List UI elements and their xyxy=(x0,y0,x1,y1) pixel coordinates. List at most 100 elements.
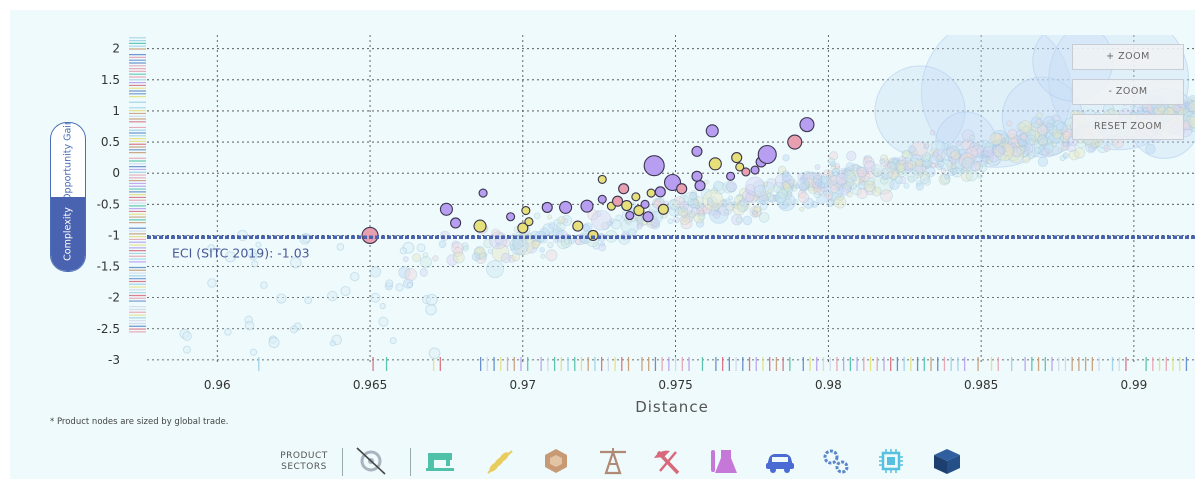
bg-node xyxy=(1043,135,1064,156)
bg-node xyxy=(951,161,964,174)
bg-node xyxy=(761,195,768,202)
services-icon[interactable] xyxy=(354,446,388,476)
bg-node xyxy=(693,201,701,209)
product-node[interactable] xyxy=(694,180,706,192)
product-node[interactable] xyxy=(654,186,666,198)
product-node[interactable] xyxy=(691,145,703,157)
textiles-icon[interactable] xyxy=(424,446,458,476)
bg-node xyxy=(1021,150,1028,157)
product-node[interactable] xyxy=(618,183,630,195)
product-node[interactable] xyxy=(478,188,488,198)
vehicles-icon[interactable] xyxy=(763,446,797,476)
bg-node xyxy=(909,157,920,168)
bg-node xyxy=(929,154,939,164)
metals-icon[interactable] xyxy=(650,446,684,476)
bg-node xyxy=(1018,146,1030,158)
bg-node xyxy=(1008,150,1020,162)
reset-zoom-button[interactable]: RESET ZOOM xyxy=(1072,114,1184,140)
bg-node xyxy=(922,158,931,168)
product-node[interactable] xyxy=(726,171,736,181)
complexity-option[interactable]: Complexity xyxy=(51,197,85,271)
product-node[interactable] xyxy=(559,200,573,214)
bg-node xyxy=(512,233,535,256)
bg-node xyxy=(783,178,795,190)
product-node[interactable] xyxy=(473,219,487,233)
product-node[interactable] xyxy=(450,217,462,229)
bg-node xyxy=(1188,120,1195,132)
bg-node xyxy=(983,145,995,157)
product-node[interactable] xyxy=(361,226,379,244)
product-node[interactable] xyxy=(799,117,815,133)
product-node[interactable] xyxy=(611,195,624,207)
product-node[interactable] xyxy=(633,204,645,217)
product-node[interactable] xyxy=(735,162,745,172)
product-node[interactable] xyxy=(731,152,743,164)
product-node[interactable] xyxy=(757,144,777,165)
product-node[interactable] xyxy=(621,199,633,212)
zoom-out-button[interactable]: - ZOOM xyxy=(1072,79,1184,105)
stone-icon[interactable] xyxy=(539,446,573,476)
bg-node xyxy=(461,242,469,250)
opportunity-gain-option[interactable]: Opportunity Gain xyxy=(62,122,74,201)
bg-node xyxy=(553,238,559,244)
bg-node xyxy=(698,209,705,217)
product-node[interactable] xyxy=(521,205,531,216)
bg-node xyxy=(1019,126,1032,139)
bg-node xyxy=(871,186,882,197)
product-node[interactable] xyxy=(541,201,553,213)
bg-node xyxy=(724,209,730,215)
bg-node xyxy=(940,167,947,174)
bg-node xyxy=(370,292,381,303)
product-node[interactable] xyxy=(631,192,641,202)
product-node[interactable] xyxy=(580,199,594,213)
product-node[interactable] xyxy=(524,217,534,227)
bg-node xyxy=(249,348,258,356)
product-node[interactable] xyxy=(643,155,665,177)
machinery-icon[interactable] xyxy=(819,446,853,476)
product-node[interactable] xyxy=(663,173,682,192)
product-node[interactable] xyxy=(691,170,703,182)
product-node[interactable] xyxy=(787,134,803,150)
product-node[interactable] xyxy=(597,194,607,204)
bg-node xyxy=(993,139,1004,150)
bg-node xyxy=(896,165,907,176)
bg-node xyxy=(425,293,438,306)
zoom-in-button[interactable]: + ZOOM xyxy=(1072,44,1184,70)
product-node[interactable] xyxy=(705,124,719,138)
bg-node xyxy=(997,143,1009,154)
product-node[interactable] xyxy=(597,174,607,184)
product-node[interactable] xyxy=(657,203,669,215)
bg-node xyxy=(830,164,836,170)
electronics-icon[interactable] xyxy=(874,446,908,476)
product-node[interactable] xyxy=(708,157,722,171)
agriculture-icon[interactable] xyxy=(484,446,518,476)
bg-node xyxy=(908,145,917,154)
bg-node xyxy=(1035,118,1042,125)
product-node[interactable] xyxy=(750,165,760,175)
product-node[interactable] xyxy=(587,229,599,241)
product-node[interactable] xyxy=(625,210,635,221)
product-node[interactable] xyxy=(517,222,529,234)
product-node[interactable] xyxy=(741,167,751,177)
minerals-icon[interactable] xyxy=(596,446,630,476)
bg-node xyxy=(395,283,404,292)
bg-node xyxy=(758,191,769,202)
product-node[interactable] xyxy=(572,220,584,232)
product-node[interactable] xyxy=(439,202,453,216)
y-axis-toggle[interactable]: Opportunity Gain Complexity xyxy=(50,122,86,272)
bg-node xyxy=(856,166,862,171)
product-node[interactable] xyxy=(676,183,688,195)
product-node[interactable] xyxy=(506,212,516,222)
bg-node xyxy=(791,185,798,192)
bg-node xyxy=(777,165,787,175)
y-tick-label: -2 xyxy=(108,291,120,305)
highlighted-product-nodes[interactable] xyxy=(361,117,815,244)
product-node[interactable] xyxy=(640,199,650,209)
product-node[interactable] xyxy=(646,188,656,198)
chemicals-icon[interactable] xyxy=(706,446,740,476)
product-node[interactable] xyxy=(642,211,654,223)
other-icon[interactable] xyxy=(930,446,964,476)
bg-node xyxy=(1030,130,1038,138)
bg-node xyxy=(738,199,750,212)
bg-node xyxy=(857,180,868,191)
